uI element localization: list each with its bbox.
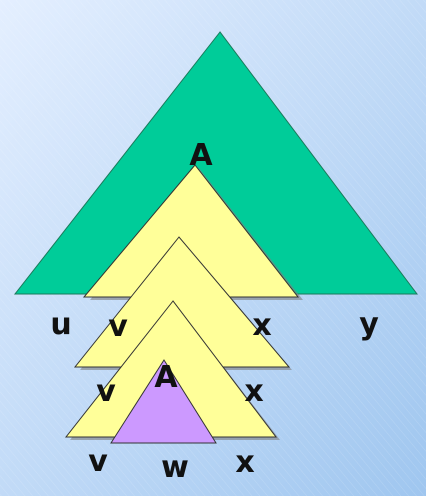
label-x-3: x bbox=[235, 445, 255, 480]
label-top-A: A bbox=[189, 138, 213, 173]
label-w: w bbox=[161, 450, 189, 485]
label-A-2: A bbox=[154, 360, 178, 395]
label-x-1: x bbox=[252, 308, 272, 343]
label-u: u bbox=[50, 307, 72, 342]
label-y: y bbox=[359, 307, 379, 342]
label-v-1: v bbox=[108, 309, 128, 344]
label-v-3: v bbox=[88, 444, 108, 479]
innermost-triangle bbox=[110, 359, 217, 444]
label-v-2: v bbox=[96, 374, 116, 409]
label-x-2: x bbox=[244, 374, 264, 409]
